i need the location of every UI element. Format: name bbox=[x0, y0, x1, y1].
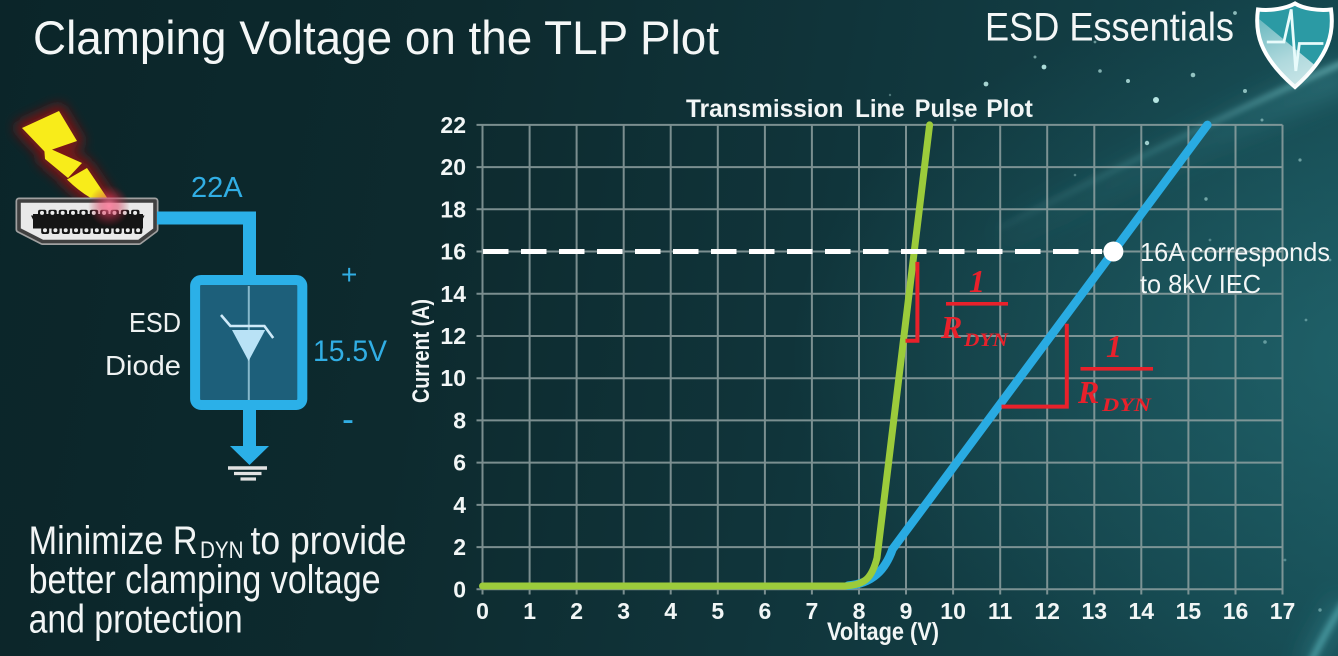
svg-text:0: 0 bbox=[476, 598, 489, 624]
svg-text:22A: 22A bbox=[191, 172, 243, 204]
svg-text:2: 2 bbox=[570, 598, 583, 624]
svg-text:14: 14 bbox=[1129, 598, 1155, 624]
svg-text:16: 16 bbox=[440, 239, 466, 265]
svg-text:11: 11 bbox=[988, 598, 1013, 624]
svg-text:and protection: and protection bbox=[29, 598, 243, 642]
svg-text:10: 10 bbox=[940, 598, 966, 624]
svg-text:15.5V: 15.5V bbox=[313, 335, 387, 368]
svg-text:18: 18 bbox=[440, 196, 466, 222]
svg-text:to provide: to provide bbox=[251, 519, 407, 563]
svg-text:Current (A): Current (A) bbox=[408, 299, 435, 403]
svg-text:6: 6 bbox=[453, 450, 466, 476]
svg-text:+: + bbox=[341, 259, 357, 290]
svg-text:7: 7 bbox=[806, 598, 819, 624]
svg-text:22: 22 bbox=[440, 112, 466, 138]
svg-text:12: 12 bbox=[1034, 598, 1060, 624]
svg-text:R: R bbox=[1077, 374, 1099, 410]
svg-text:5: 5 bbox=[711, 598, 724, 624]
svg-text:16A corresponds: 16A corresponds bbox=[1140, 237, 1330, 267]
svg-text:to 8kV IEC: to 8kV IEC bbox=[1140, 269, 1261, 299]
svg-text:DYN: DYN bbox=[1101, 395, 1153, 416]
svg-text:1: 1 bbox=[523, 598, 536, 624]
svg-text:1: 1 bbox=[1106, 328, 1122, 364]
svg-text:DYN: DYN bbox=[963, 330, 1010, 351]
svg-text:15: 15 bbox=[1176, 598, 1202, 624]
svg-text:Plot: Plot bbox=[986, 95, 1033, 123]
svg-text:Clamping Voltage on the TLP Pl: Clamping Voltage on the TLP Plot bbox=[33, 11, 719, 64]
svg-text:14: 14 bbox=[440, 281, 466, 307]
svg-text:8: 8 bbox=[453, 407, 466, 433]
svg-text:13: 13 bbox=[1082, 598, 1108, 624]
svg-text:2: 2 bbox=[453, 534, 466, 560]
svg-text:12: 12 bbox=[440, 323, 466, 349]
svg-text:Voltage (V): Voltage (V) bbox=[827, 618, 939, 646]
svg-text:8: 8 bbox=[853, 598, 866, 624]
svg-text:3: 3 bbox=[617, 598, 630, 624]
svg-text:Transmission: Transmission bbox=[686, 95, 843, 123]
svg-text:4: 4 bbox=[453, 492, 466, 518]
svg-text:20: 20 bbox=[440, 154, 466, 180]
svg-text:17: 17 bbox=[1270, 598, 1296, 624]
svg-text:Diode: Diode bbox=[105, 350, 181, 381]
svg-text:ESD Essentials: ESD Essentials bbox=[985, 6, 1234, 50]
svg-text:better clamping voltage: better clamping voltage bbox=[29, 558, 381, 602]
svg-text:6: 6 bbox=[759, 598, 772, 624]
svg-text:0: 0 bbox=[453, 576, 466, 602]
svg-text:-: - bbox=[342, 398, 354, 439]
svg-text:Pulse: Pulse bbox=[915, 95, 978, 123]
svg-text:1: 1 bbox=[969, 263, 985, 299]
svg-text:9: 9 bbox=[900, 598, 913, 624]
svg-text:10: 10 bbox=[440, 365, 466, 391]
svg-text:4: 4 bbox=[664, 598, 677, 624]
svg-text:DYN: DYN bbox=[200, 537, 244, 564]
svg-text:16: 16 bbox=[1223, 598, 1249, 624]
svg-text:Line: Line bbox=[855, 95, 905, 123]
svg-text:ESD: ESD bbox=[129, 307, 181, 338]
svg-text:Minimize R: Minimize R bbox=[29, 519, 198, 563]
svg-text:R: R bbox=[940, 309, 962, 345]
